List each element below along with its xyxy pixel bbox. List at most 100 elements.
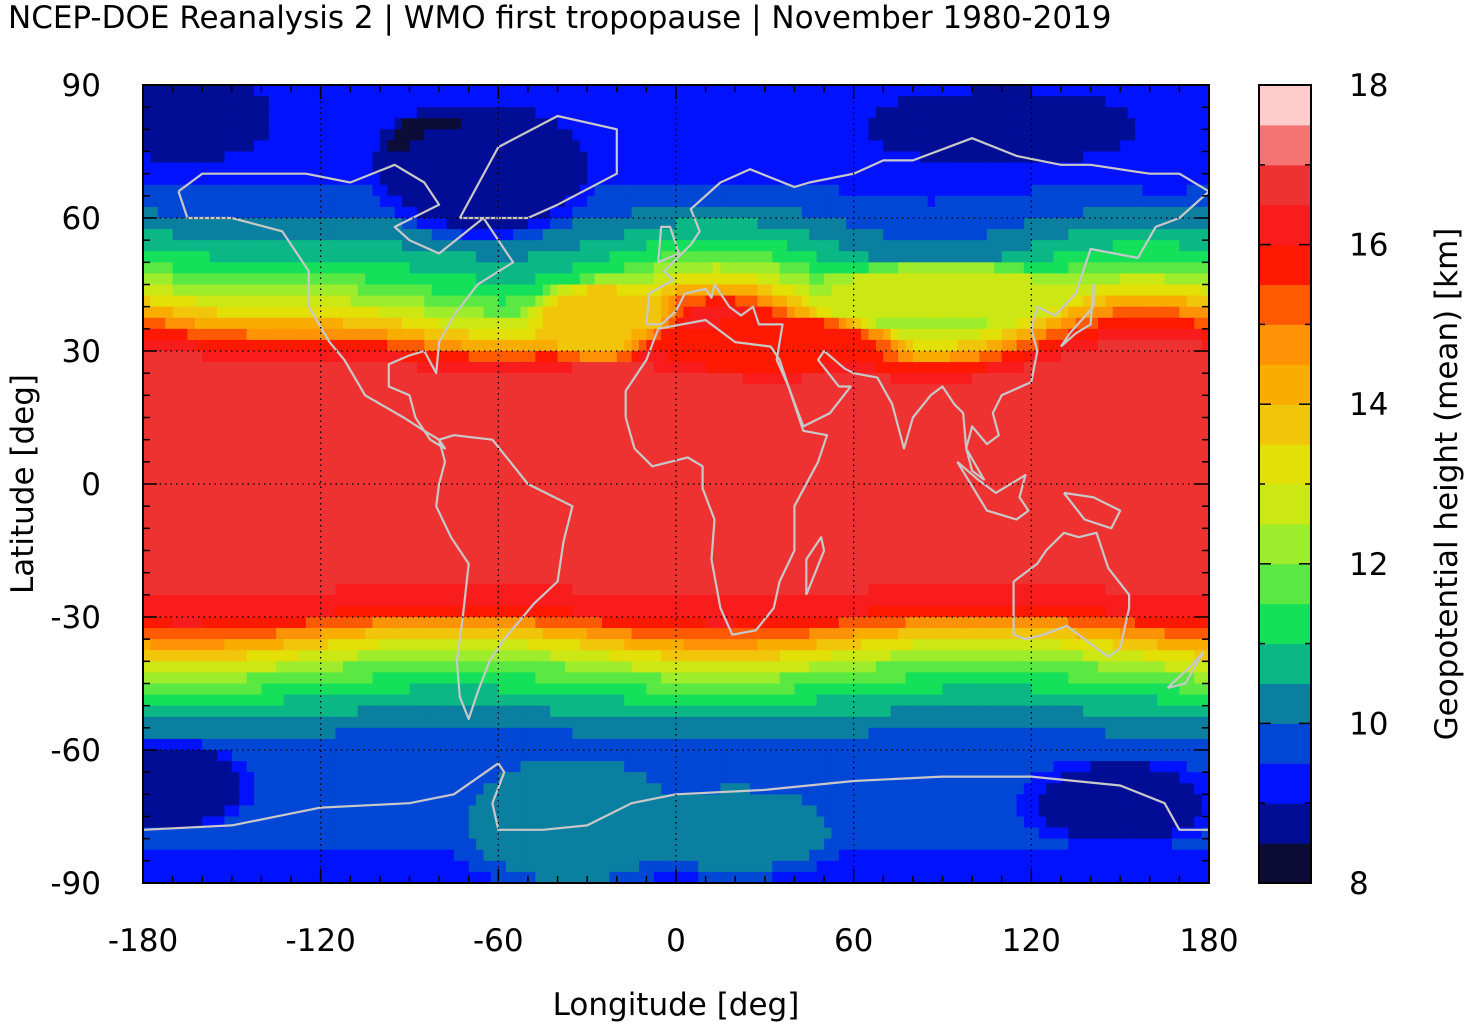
heatmap-cell — [853, 373, 862, 385]
heatmap-cell — [1068, 85, 1077, 97]
heatmap-cell — [157, 129, 166, 142]
heatmap-cell — [143, 162, 151, 175]
heatmap-cell — [1127, 339, 1136, 352]
heatmap-cell — [705, 384, 714, 396]
heatmap-cell — [372, 240, 381, 252]
heatmap-cell — [964, 162, 973, 175]
heatmap-cell — [550, 195, 559, 208]
heatmap-cell — [646, 96, 655, 108]
heatmap-cell — [483, 439, 492, 452]
heatmap-cell — [157, 450, 166, 463]
heatmap-cell — [1068, 195, 1077, 208]
heatmap-cell — [653, 395, 662, 408]
heatmap-cell — [994, 362, 1003, 374]
heatmap-cell — [846, 461, 855, 474]
heatmap-cell — [661, 273, 670, 286]
heatmap-cell — [764, 229, 773, 241]
heatmap-cell — [1194, 85, 1203, 97]
heatmap-cell — [483, 129, 492, 142]
heatmap-cell — [757, 461, 766, 474]
heatmap-cell — [143, 262, 151, 275]
heatmap-cell — [527, 461, 536, 474]
heatmap-cell — [513, 328, 522, 341]
heatmap-cell — [646, 151, 655, 164]
heatmap-cell — [1075, 151, 1084, 164]
heatmap-cell — [254, 240, 263, 252]
heatmap-cell — [690, 395, 699, 408]
heatmap-cell — [1023, 395, 1032, 408]
heatmap-cell — [143, 439, 151, 452]
heatmap-cell — [564, 284, 573, 297]
heatmap-cell — [209, 129, 218, 142]
heatmap-cell — [572, 317, 581, 330]
heatmap-cell — [1031, 384, 1040, 396]
heatmap-cell — [246, 406, 255, 419]
heatmap-cell — [431, 85, 440, 97]
heatmap-cell — [683, 85, 692, 97]
heatmap-cell — [1164, 384, 1173, 396]
heatmap-cell — [1001, 118, 1010, 130]
heatmap-cell — [853, 295, 862, 308]
heatmap-cell — [1194, 218, 1203, 230]
heatmap-cell — [772, 450, 781, 463]
heatmap-cell — [927, 195, 936, 208]
heatmap-cell — [1068, 339, 1077, 352]
heatmap-cell — [787, 273, 796, 286]
heatmap-cell — [1112, 240, 1121, 252]
heatmap-cell — [779, 85, 788, 97]
heatmap-cell — [1164, 439, 1173, 452]
heatmap-cell — [305, 461, 314, 474]
heatmap-cell — [705, 162, 714, 175]
heatmap-cell — [394, 184, 403, 197]
heatmap-cell — [1157, 129, 1166, 142]
heatmap-cell — [350, 184, 359, 197]
heatmap-cell — [320, 362, 329, 374]
heatmap-cell — [861, 229, 870, 241]
heatmap-cell — [1053, 195, 1062, 208]
heatmap-cell — [172, 317, 181, 330]
heatmap-cell — [468, 240, 477, 252]
heatmap-cell — [631, 439, 640, 452]
heatmap-cell — [365, 240, 374, 252]
heatmap-cell — [1001, 362, 1010, 374]
heatmap-cell — [550, 129, 559, 142]
heatmap-cell — [638, 107, 647, 119]
heatmap-cell — [1090, 195, 1099, 208]
heatmap-cell — [1120, 395, 1129, 408]
heatmap-cell — [579, 262, 588, 275]
heatmap-cell — [824, 262, 833, 275]
heatmap-cell — [794, 417, 803, 430]
heatmap-cell — [387, 339, 396, 352]
heatmap-cell — [379, 351, 388, 363]
heatmap-cell — [268, 284, 277, 297]
heatmap-cell — [713, 384, 722, 396]
heatmap-cell — [305, 395, 314, 408]
heatmap-cell — [861, 362, 870, 374]
heatmap-cell — [757, 162, 766, 175]
heatmap-cell — [1164, 140, 1173, 153]
heatmap-cell — [949, 395, 958, 408]
heatmap-cell — [505, 428, 514, 441]
heatmap-cell — [498, 195, 507, 208]
heatmap-cell — [165, 328, 174, 341]
heatmap-cell — [268, 240, 277, 252]
heatmap-cell — [690, 251, 699, 263]
heatmap-cell — [291, 129, 300, 142]
heatmap-cell — [972, 306, 981, 319]
heatmap-cell — [779, 439, 788, 452]
heatmap-cell — [1009, 351, 1018, 363]
heatmap-cell — [1105, 428, 1114, 441]
heatmap-cell — [1179, 273, 1188, 286]
heatmap-cell — [150, 351, 159, 363]
heatmap-cell — [357, 306, 366, 319]
heatmap-cell — [468, 85, 477, 97]
heatmap-cell — [927, 306, 936, 319]
heatmap-cell — [964, 129, 973, 142]
heatmap-cell — [853, 384, 862, 396]
heatmap-cell — [1127, 240, 1136, 252]
heatmap-cell — [424, 129, 433, 142]
heatmap-cell — [187, 295, 196, 308]
heatmap-cell — [246, 118, 255, 130]
heatmap-cell — [424, 206, 433, 219]
heatmap-cell — [579, 450, 588, 463]
